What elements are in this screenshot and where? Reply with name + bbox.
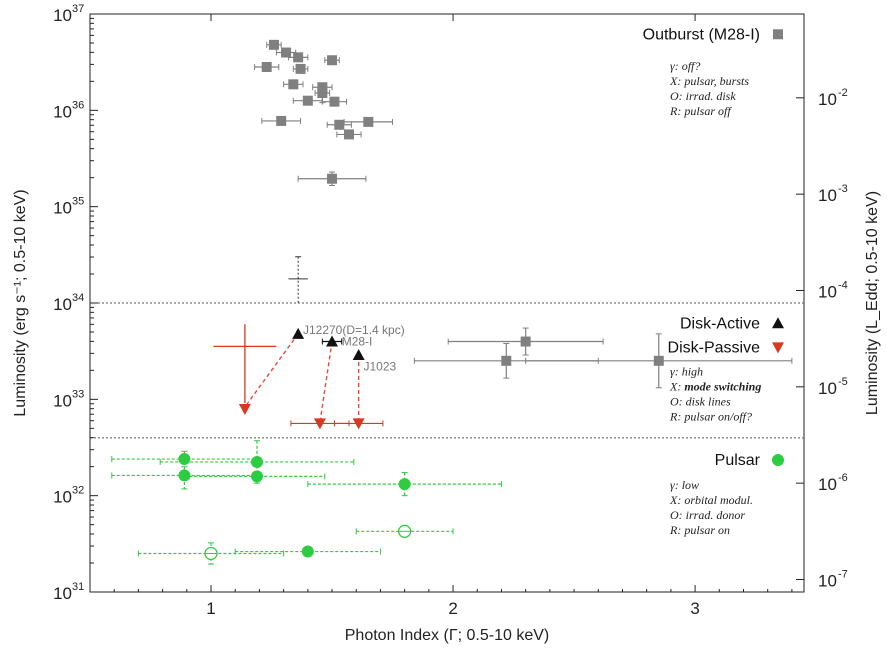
outburst-marker [329, 96, 340, 107]
y-tick-label-left: 10 [53, 295, 72, 314]
legend-marker-triangle-up [772, 317, 784, 329]
y-axis-title-left: Luminosity (erg s⁻¹; 0.5-10 keV) [12, 189, 29, 416]
connector-layer [244, 333, 360, 423]
outburst-marker [261, 61, 272, 72]
y-tick-exponent-left: 32 [72, 485, 84, 497]
point-labels: J12270(D=1.4 kpc)M28-I J1023 [303, 323, 405, 374]
outburst-marker [334, 119, 345, 130]
outburst-marker [293, 52, 304, 63]
y-tick-exponent-left: 34 [72, 292, 84, 304]
annotation-line: R: pulsar off [669, 104, 732, 118]
y-tick-exponent-right: -2 [838, 87, 848, 99]
y-tick-label-left: 10 [53, 391, 72, 410]
outburst-marker [363, 116, 374, 127]
source-label: J12270(D=1.4 kpc) [303, 323, 405, 337]
source-label: M28-I [342, 335, 373, 349]
y-tick-exponent-right: -5 [838, 376, 848, 388]
disk-active-marker [326, 335, 339, 347]
legend-label: Disk-Passive [668, 339, 761, 356]
state-transition-connector [319, 341, 333, 423]
annotation-line: γ: high [670, 364, 703, 378]
outburst-marker [653, 355, 664, 366]
annotation-line: R: pulsar on [669, 523, 730, 537]
outburst-marker [327, 173, 338, 184]
legend-label: Disk-Active [680, 315, 760, 332]
outburst-marker [276, 115, 287, 126]
x-tick-label: 1 [206, 599, 215, 618]
legend-marker-square [773, 29, 783, 40]
y-tick-label-left: 10 [53, 6, 72, 25]
y-tick-exponent-right: -3 [838, 183, 848, 195]
y-tick-label-right: 10 [818, 571, 837, 590]
y-tick-label-left: 10 [53, 488, 72, 507]
outburst-marker [343, 129, 354, 140]
y-tick-label-right: 10 [818, 186, 837, 205]
y-axis-title-right: Luminosity (L_Edd; 0.5-10 keV) [864, 191, 881, 415]
y-tick-label-right: 10 [818, 475, 837, 494]
outburst-marker [268, 39, 279, 50]
outburst-marker [317, 82, 328, 93]
legend-label: Pulsar [715, 452, 761, 469]
annotation-line: O: irrad. donor [670, 508, 745, 522]
pulsar-marker [251, 470, 264, 483]
disk-passive-marker [313, 418, 326, 430]
y-tick-exponent-right: -7 [838, 568, 848, 580]
y-tick-label-left: 10 [53, 102, 72, 121]
pulsar-marker [398, 478, 411, 491]
legend-label: Outburst (M28-I) [643, 26, 760, 43]
y-axis-right: 10-710-610-510-410-310-2 [796, 87, 848, 590]
outburst-marker [281, 47, 292, 58]
y-tick-exponent-right: -6 [838, 472, 848, 484]
y-tick-exponent-right: -4 [838, 279, 848, 291]
annotation-line: X: pulsar, bursts [669, 74, 749, 88]
x-axis: 1 2 3 [113, 14, 793, 618]
y-tick-exponent-left: 33 [72, 388, 84, 400]
x-tick-label: 2 [448, 599, 457, 618]
y-tick-exponent-left: 36 [72, 99, 84, 111]
pulsar-marker [178, 453, 191, 466]
disk-passive-marker [238, 403, 251, 415]
y-tick-label-right: 10 [818, 90, 837, 109]
pulsar-marker [251, 455, 264, 468]
outburst-marker [317, 87, 328, 98]
outburst-marker [295, 63, 306, 74]
outburst-marker [288, 79, 299, 90]
disk-passive-marker [352, 418, 365, 430]
y-tick-exponent-left: 31 [72, 581, 84, 593]
annotation-line: γ: off? [670, 59, 700, 73]
y-tick-exponent-left: 35 [72, 196, 84, 208]
y-tick-label-right: 10 [818, 282, 837, 301]
state-transition-connector [244, 333, 299, 408]
legend-marker-triangle-down [772, 342, 784, 354]
outburst-marker [302, 95, 313, 106]
annotation-line: O: disk lines [670, 394, 731, 408]
pulsar-marker [178, 469, 191, 482]
y-tick-exponent-left: 37 [72, 3, 84, 15]
y-tick-label-right: 10 [818, 379, 837, 398]
x-tick-label: 3 [690, 599, 699, 618]
annotation-line: R: pulsar on/off? [669, 409, 752, 423]
outburst-marker [327, 55, 338, 66]
y-tick-label-left: 10 [53, 584, 72, 603]
x-axis-title: Photon Index (Γ; 0.5-10 keV) [345, 627, 549, 644]
grid-layer [90, 302, 804, 439]
source-label: J1023 [363, 360, 396, 374]
annotation-line: X: mode switching [669, 379, 761, 393]
annotation-line: γ: low [670, 478, 699, 492]
outburst-marker [501, 355, 512, 366]
legend-marker-circle [772, 454, 784, 467]
outburst-marker [520, 336, 531, 347]
y-tick-label-left: 10 [53, 199, 72, 218]
disk-active-marker [352, 349, 365, 361]
legend: Outburst (M28-I) Disk-Active Disk-Passive P… [643, 26, 784, 469]
annotation-line: X: orbital modul. [669, 493, 753, 507]
disk-active-marker [292, 327, 305, 339]
marker-layer [178, 39, 664, 561]
annotation-line: O: irrad. disk [670, 89, 736, 103]
pulsar-marker [301, 545, 314, 558]
